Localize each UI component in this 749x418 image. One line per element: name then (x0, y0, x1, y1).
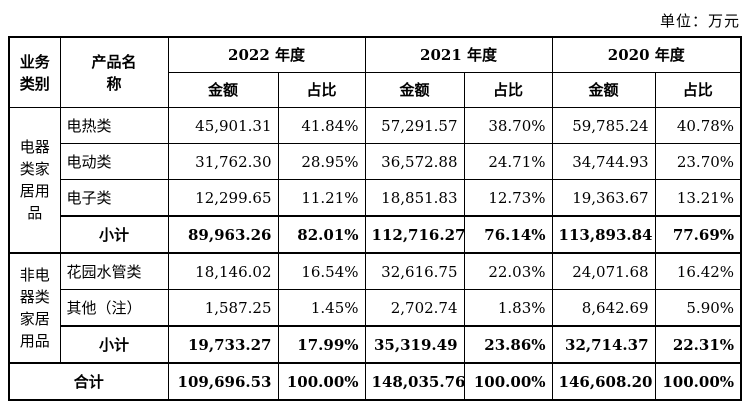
ratio-cell: 23.70% (654, 143, 742, 180)
header-product-name: 产品名称 (59, 36, 169, 108)
amount-cell: 12,299.65 (167, 179, 279, 217)
ratio-cell: 82.01% (277, 215, 366, 254)
ratio-cell: 28.95% (277, 143, 366, 180)
subtotal-label: 小计 (59, 325, 169, 364)
ratio-cell: 22.03% (463, 252, 553, 290)
subtotal-row: 小计 19,733.27 17.99% 35,319.49 23.86% 32,… (9, 325, 742, 364)
amount-cell: 24,071.68 (551, 252, 656, 290)
amount-cell: 19,733.27 (167, 325, 279, 364)
product-name: 其他（注） (59, 289, 169, 327)
ratio-cell: 100.00% (463, 362, 553, 401)
amount-cell: 146,608.20 (551, 362, 656, 401)
revenue-breakdown-table: 业务类别 产品名称 2022 年度 2021 年度 2020 年度 金额 占比 … (8, 36, 743, 401)
amount-cell: 113,893.84 (551, 215, 656, 254)
header-ratio: 占比 (463, 72, 553, 108)
product-name: 花园水管类 (59, 252, 169, 290)
header-amount: 金额 (551, 72, 656, 108)
table-row: 其他（注） 1,587.25 1.45% 2,702.74 1.83% 8,64… (9, 289, 742, 327)
amount-cell: 18,146.02 (167, 252, 279, 290)
ratio-cell: 1.83% (463, 289, 553, 327)
amount-cell: 148,035.76 (364, 362, 465, 401)
amount-cell: 45,901.31 (167, 107, 279, 144)
amount-cell: 36,572.88 (364, 143, 465, 180)
segment-label: 非电器类家居用品 (8, 252, 61, 364)
amount-cell: 57,291.57 (364, 107, 465, 144)
total-row: 合计 109,696.53 100.00% 148,035.76 100.00%… (8, 362, 742, 401)
table-row: 电动类 31,762.30 28.95% 36,572.88 24.71% 34… (9, 143, 742, 180)
amount-cell: 31,762.30 (167, 143, 279, 180)
ratio-cell: 77.69% (654, 215, 742, 254)
product-name: 电热类 (59, 107, 169, 144)
total-label: 合计 (8, 362, 169, 401)
amount-cell: 89,963.26 (167, 215, 279, 254)
product-name: 电动类 (59, 143, 169, 180)
amount-cell: 32,616.75 (364, 252, 465, 290)
unit-label: 单位：万元 (659, 12, 740, 30)
ratio-cell: 17.99% (277, 325, 366, 364)
header-row-years: 业务类别 产品名称 2022 年度 2021 年度 2020 年度 (8, 36, 742, 108)
ratio-cell: 41.84% (277, 107, 366, 144)
table-row: 电器类家居用品 电热类 45,901.31 41.84% 57,291.57 3… (8, 107, 742, 254)
ratio-cell: 40.78% (654, 107, 742, 144)
ratio-cell: 16.54% (277, 252, 366, 290)
header-year-2022: 2022 年度 (167, 36, 366, 73)
table-row: 电子类 12,299.65 11.21% 18,851.83 12.73% 19… (9, 179, 742, 217)
ratio-cell: 5.90% (654, 289, 742, 327)
ratio-cell: 23.86% (463, 325, 553, 364)
header-year-2021: 2021 年度 (364, 36, 553, 73)
header-ratio: 占比 (654, 72, 742, 108)
amount-cell: 1,587.25 (167, 289, 279, 327)
ratio-cell: 24.71% (463, 143, 553, 180)
amount-cell: 109,696.53 (167, 362, 279, 401)
header-amount: 金额 (364, 72, 465, 108)
ratio-cell: 11.21% (277, 179, 366, 217)
amount-cell: 59,785.24 (551, 107, 656, 144)
segment-label: 电器类家居用品 (8, 107, 61, 254)
ratio-cell: 100.00% (654, 362, 742, 401)
ratio-cell: 16.42% (654, 252, 742, 290)
ratio-cell: 76.14% (463, 215, 553, 254)
subtotal-label: 小计 (59, 215, 169, 254)
ratio-cell: 22.31% (654, 325, 742, 364)
ratio-cell: 100.00% (277, 362, 366, 401)
header-business-category: 业务类别 (8, 36, 61, 108)
header-ratio: 占比 (277, 72, 366, 108)
amount-cell: 19,363.67 (551, 179, 656, 217)
amount-cell: 2,702.74 (364, 289, 465, 327)
amount-cell: 34,744.93 (551, 143, 656, 180)
ratio-cell: 38.70% (463, 107, 553, 144)
header-row-measures: 金额 占比 金额 占比 金额 占比 (9, 72, 742, 108)
ratio-cell: 13.21% (654, 179, 742, 217)
header-year-2020: 2020 年度 (551, 36, 742, 73)
ratio-cell: 12.73% (463, 179, 553, 217)
amount-cell: 112,716.27 (364, 215, 465, 254)
amount-cell: 8,642.69 (551, 289, 656, 327)
subtotal-row: 小计 89,963.26 82.01% 112,716.27 76.14% 11… (9, 215, 742, 254)
amount-cell: 18,851.83 (364, 179, 465, 217)
ratio-cell: 1.45% (277, 289, 366, 327)
table-row: 非电器类家居用品 花园水管类 18,146.02 16.54% 32,616.7… (8, 252, 742, 364)
amount-cell: 32,714.37 (551, 325, 656, 364)
amount-cell: 35,319.49 (364, 325, 465, 364)
header-amount: 金额 (167, 72, 279, 108)
product-name: 电子类 (59, 179, 169, 217)
